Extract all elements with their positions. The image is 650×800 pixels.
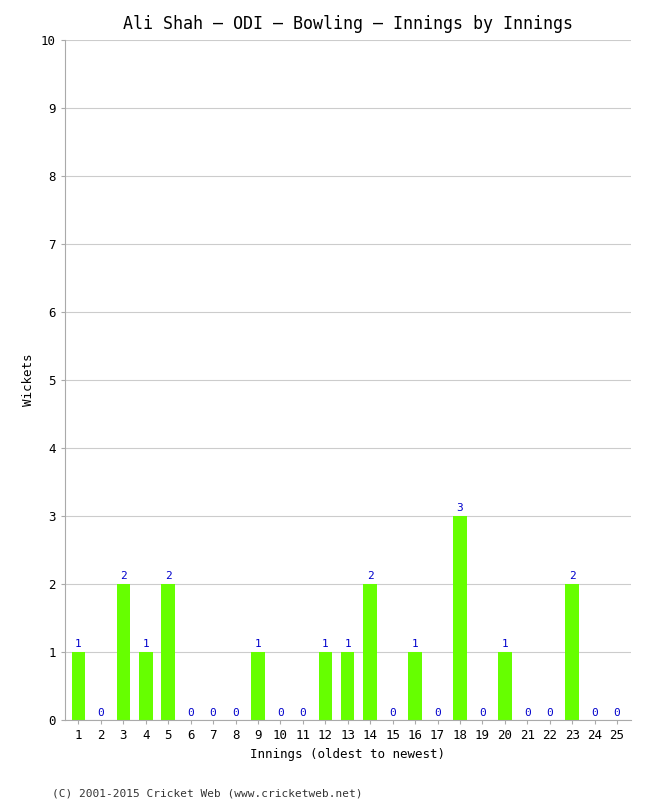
- Text: 1: 1: [75, 638, 82, 649]
- Text: 2: 2: [367, 570, 374, 581]
- Bar: [453, 516, 467, 720]
- Text: (C) 2001-2015 Cricket Web (www.cricketweb.net): (C) 2001-2015 Cricket Web (www.cricketwe…: [52, 788, 363, 798]
- Bar: [566, 584, 579, 720]
- Text: 0: 0: [389, 708, 396, 718]
- Text: 0: 0: [524, 708, 530, 718]
- Bar: [139, 652, 153, 720]
- Bar: [161, 584, 175, 720]
- Text: 1: 1: [344, 638, 351, 649]
- Text: 1: 1: [142, 638, 149, 649]
- Text: 2: 2: [120, 570, 127, 581]
- Bar: [341, 652, 354, 720]
- Text: 1: 1: [501, 638, 508, 649]
- Text: 1: 1: [322, 638, 329, 649]
- Text: 0: 0: [300, 708, 306, 718]
- Bar: [363, 584, 377, 720]
- Bar: [116, 584, 130, 720]
- Text: 0: 0: [479, 708, 486, 718]
- Text: 0: 0: [98, 708, 104, 718]
- Text: 0: 0: [614, 708, 620, 718]
- Text: 1: 1: [411, 638, 419, 649]
- Bar: [498, 652, 512, 720]
- Text: 0: 0: [592, 708, 598, 718]
- Text: 0: 0: [232, 708, 239, 718]
- Bar: [252, 652, 265, 720]
- Text: 1: 1: [255, 638, 261, 649]
- X-axis label: Innings (oldest to newest): Innings (oldest to newest): [250, 747, 445, 761]
- Bar: [408, 652, 422, 720]
- Text: 2: 2: [165, 570, 172, 581]
- Text: 0: 0: [187, 708, 194, 718]
- Text: 2: 2: [569, 570, 575, 581]
- Text: 0: 0: [434, 708, 441, 718]
- Bar: [72, 652, 85, 720]
- Title: Ali Shah – ODI – Bowling – Innings by Innings: Ali Shah – ODI – Bowling – Innings by In…: [123, 15, 573, 33]
- Text: 3: 3: [456, 502, 463, 513]
- Text: 0: 0: [277, 708, 284, 718]
- Text: 0: 0: [547, 708, 553, 718]
- Text: 0: 0: [210, 708, 216, 718]
- Bar: [318, 652, 332, 720]
- Y-axis label: Wickets: Wickets: [22, 354, 35, 406]
